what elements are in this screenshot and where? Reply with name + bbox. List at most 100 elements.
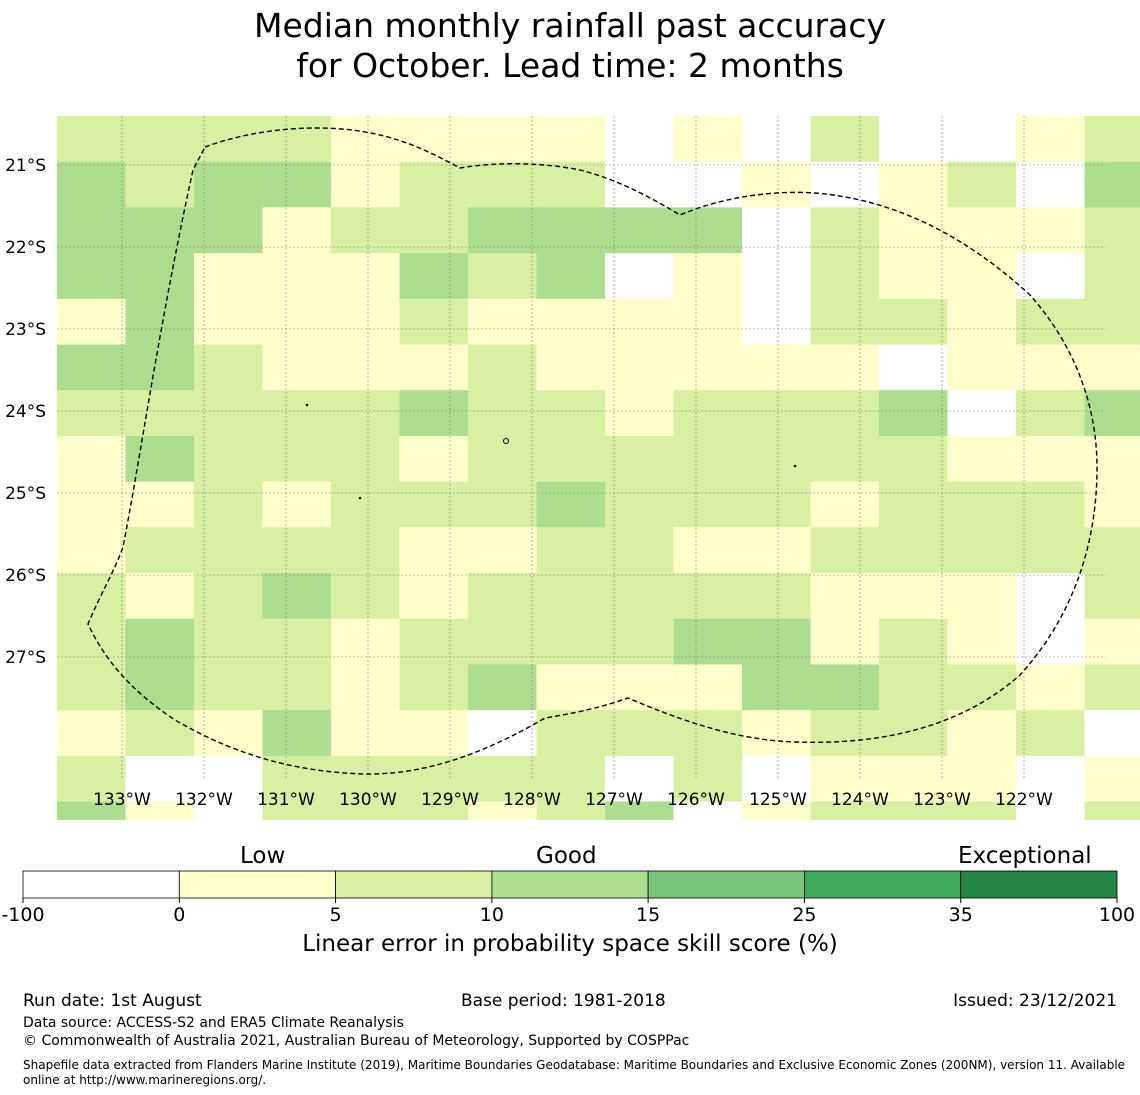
colorbar-swatch xyxy=(335,870,493,899)
grid-cell xyxy=(810,527,880,574)
grid-cell xyxy=(810,573,880,620)
grid-cell xyxy=(1084,618,1140,665)
grid-cell xyxy=(57,116,126,163)
grid-cell xyxy=(742,481,811,528)
grid-cell xyxy=(468,298,537,345)
island-marker xyxy=(793,464,797,468)
island-marker xyxy=(358,496,362,500)
latitude-label: 21°S xyxy=(5,156,46,176)
grid-cell xyxy=(1016,116,1085,163)
colorbar-swatch xyxy=(804,870,962,899)
latitude-label: 23°S xyxy=(5,320,46,340)
grid-cell xyxy=(194,664,263,711)
grid-cell xyxy=(1084,664,1140,711)
grid-cell xyxy=(57,573,126,620)
grid-cell xyxy=(742,390,811,437)
grid-cell xyxy=(810,207,880,254)
grid-cell xyxy=(810,344,880,391)
grid-cell xyxy=(331,573,400,620)
grid-cell xyxy=(194,435,263,482)
grid-cell xyxy=(194,618,263,665)
grid-cell xyxy=(125,664,195,711)
grid-cell xyxy=(605,755,674,802)
grid-cell xyxy=(605,298,674,345)
grid-cell xyxy=(673,435,743,482)
grid-cell xyxy=(125,618,195,665)
grid-cell xyxy=(262,527,332,574)
grid-cell xyxy=(399,664,469,711)
grid-cell xyxy=(194,253,263,300)
grid-cell xyxy=(262,481,332,528)
grid-cell xyxy=(1084,116,1140,163)
grid-cell xyxy=(125,390,195,437)
title-line-1: Median monthly rainfall past accuracy xyxy=(253,6,887,45)
grid-cell xyxy=(468,435,537,482)
data-source: Data source: ACCESS-S2 and ERA5 Climate … xyxy=(23,1015,404,1031)
grid-cell xyxy=(673,801,743,820)
colorbar-swatch xyxy=(647,870,805,899)
grid-cell xyxy=(262,710,332,757)
grid-cell xyxy=(879,618,948,665)
grid-cell xyxy=(742,435,811,482)
grid-cell xyxy=(810,298,880,345)
grid-cell xyxy=(536,207,606,254)
grid-cell xyxy=(194,755,263,802)
grid-cell xyxy=(742,116,811,163)
grid-cell xyxy=(468,527,537,574)
grid-cell xyxy=(605,161,674,208)
grid-cell xyxy=(468,664,537,711)
grid-cell xyxy=(536,755,606,802)
grid-cell xyxy=(879,481,948,528)
grid-cell xyxy=(947,801,1017,820)
colorbar-swatch xyxy=(960,870,1118,899)
grid-cell xyxy=(468,253,537,300)
grid-cell xyxy=(1016,527,1085,574)
grid-cell xyxy=(468,207,537,254)
grid-cell xyxy=(331,710,400,757)
grid-cell xyxy=(125,116,195,163)
grid-cell xyxy=(536,664,606,711)
grid-cell xyxy=(57,435,126,482)
longitude-label: 122°W xyxy=(995,790,1053,810)
grid-cell xyxy=(331,161,400,208)
grid-cell xyxy=(810,253,880,300)
grid-cell xyxy=(57,801,126,820)
grid-cell xyxy=(331,664,400,711)
grid-cell xyxy=(331,481,400,528)
grid-cell xyxy=(605,207,674,254)
grid-cell xyxy=(879,664,948,711)
shapefile-credit: Shapefile data extracted from Flanders M… xyxy=(23,1058,1126,1087)
grid-cell xyxy=(1084,755,1140,802)
grid-cell xyxy=(879,755,948,802)
colorbar-tick-label: 0 xyxy=(173,904,185,926)
grid-cell xyxy=(947,298,1017,345)
colorbar-category-good: Good xyxy=(536,843,597,869)
grid-cell xyxy=(947,344,1017,391)
grid-cell xyxy=(399,618,469,665)
grid-cell xyxy=(742,253,811,300)
grid-cell xyxy=(810,116,880,163)
island-marker xyxy=(503,438,509,444)
grid-cell xyxy=(879,161,948,208)
latitude-label: 24°S xyxy=(5,402,46,422)
grid-cell xyxy=(1084,253,1140,300)
grid-cell xyxy=(1016,390,1085,437)
longitude-label: 130°W xyxy=(339,790,397,810)
grid-cell xyxy=(125,527,195,574)
grid-cell xyxy=(879,801,948,820)
grid-cells xyxy=(57,116,1140,820)
colorbar-tick-label: 25 xyxy=(792,904,816,926)
grid-cell xyxy=(399,298,469,345)
grid-cell xyxy=(468,801,537,820)
grid-cell xyxy=(1016,344,1085,391)
island-markers xyxy=(305,403,797,500)
latitude-label: 27°S xyxy=(5,648,46,668)
grid-cell xyxy=(1016,755,1085,802)
grid-cell xyxy=(125,161,195,208)
grid-cell xyxy=(742,618,811,665)
grid-cell xyxy=(468,618,537,665)
grid-cell xyxy=(262,116,332,163)
colorbar-tick-label: 15 xyxy=(636,904,660,926)
grid-cell xyxy=(399,527,469,574)
grid-cell xyxy=(947,390,1017,437)
